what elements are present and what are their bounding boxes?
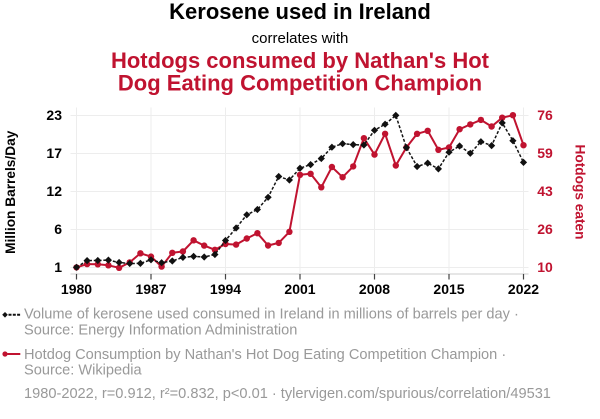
svg-text:Source: Wikipedia: Source: Wikipedia	[24, 363, 142, 379]
svg-text:Volume of kerosene used consum: Volume of kerosene used consumed in Irel…	[24, 306, 519, 322]
svg-text:10: 10	[537, 259, 553, 275]
svg-text:17: 17	[46, 145, 62, 161]
svg-text:2022: 2022	[508, 281, 539, 297]
svg-text:1: 1	[54, 259, 62, 275]
svg-text:1987: 1987	[135, 281, 166, 297]
svg-text:Hotdogs eaten: Hotdogs eaten	[573, 144, 588, 239]
svg-text:Hotdogs consumed by Nathan's H: Hotdogs consumed by Nathan's Hot	[111, 48, 490, 73]
svg-text:correlates with: correlates with	[252, 30, 349, 47]
svg-text:43: 43	[537, 183, 553, 199]
svg-text:1980: 1980	[61, 281, 92, 297]
svg-text:2015: 2015	[433, 281, 464, 297]
svg-text:Kerosene used in Ireland: Kerosene used in Ireland	[169, 0, 431, 24]
svg-text:Hotdog Consumption by Nathan's: Hotdog Consumption by Nathan's Hot Dog E…	[24, 347, 506, 363]
svg-text:59: 59	[537, 145, 553, 161]
svg-text:6: 6	[54, 221, 62, 237]
svg-text:2001: 2001	[284, 281, 315, 297]
svg-text:12: 12	[46, 183, 62, 199]
svg-text:76: 76	[537, 107, 553, 123]
svg-text:1994: 1994	[210, 281, 241, 297]
svg-text:Million Barrels/Day: Million Barrels/Day	[3, 130, 18, 254]
svg-text:Dog Eating Competition Champio: Dog Eating Competition Champion	[118, 70, 482, 95]
svg-text:26: 26	[537, 221, 553, 237]
svg-text:Source: Energy Information Adm: Source: Energy Information Administratio…	[24, 323, 297, 339]
svg-text:2008: 2008	[359, 281, 390, 297]
svg-text:23: 23	[46, 107, 62, 123]
svg-text:1980-2022, r=0.912, r²=0.832,: 1980-2022, r=0.912, r²=0.832, p<0.01 · t…	[24, 386, 551, 402]
